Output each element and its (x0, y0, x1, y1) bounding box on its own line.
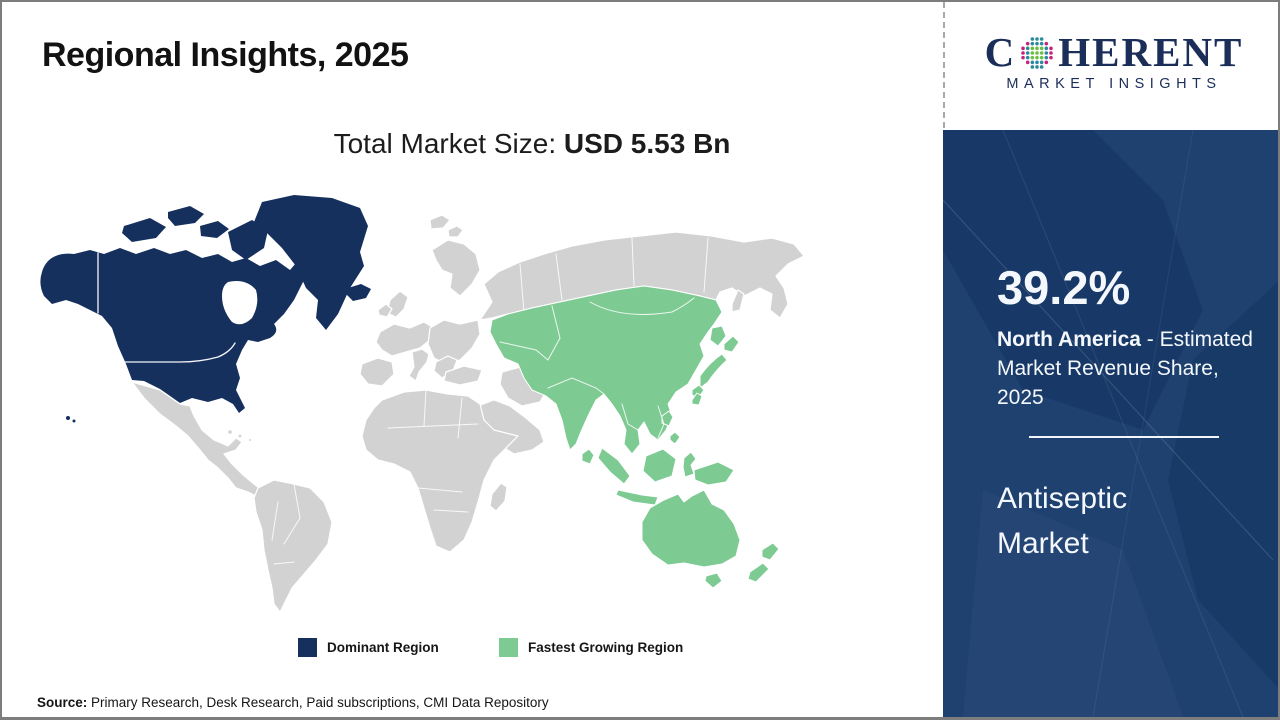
legend-swatch-dominant (298, 638, 317, 657)
logo-word-end: HERENT (1058, 29, 1244, 75)
sidebar: C HERENT MARKET INSIGHTS 39.2 (943, 2, 1278, 717)
region-rest-of-world (131, 214, 805, 613)
legend-label-fastest: Fastest Growing Region (528, 640, 684, 655)
market-name: Antiseptic Market (997, 482, 1128, 560)
panel-background-decoration (943, 130, 1278, 717)
logo-word-start: C (984, 29, 1017, 75)
market-share-region: North America (997, 328, 1141, 351)
logo-area: C HERENT MARKET INSIGHTS (943, 2, 1278, 130)
dotted-globe-icon (1021, 36, 1053, 69)
source-line: Source: Primary Research, Desk Research,… (37, 695, 549, 710)
total-market-size: Total Market Size: USD 5.53 Bn (122, 128, 942, 160)
world-map-svg (40, 195, 805, 613)
source-label: Source: (37, 695, 88, 710)
legend-label-dominant: Dominant Region (327, 640, 439, 655)
main-area: Regional Insights, 2025 Total Market Siz… (2, 2, 943, 717)
page-title: Regional Insights, 2025 (42, 36, 409, 74)
coherent-market-insights-logo: C HERENT MARKET INSIGHTS (969, 29, 1259, 93)
total-market-size-label: Total Market Size: (333, 128, 564, 159)
divider-rule (1028, 436, 1219, 438)
sidebar-panel: 39.2% North America - Estimated Market R… (943, 130, 1278, 717)
source-text: Primary Research, Desk Research, Paid su… (87, 695, 549, 710)
total-market-size-value: USD 5.53 Bn (563, 128, 731, 159)
world-map (32, 192, 822, 622)
legend-item-dominant: Dominant Region (298, 638, 439, 657)
legend-item-fastest: Fastest Growing Region (499, 638, 683, 657)
market-share-description: North America - Estimated Market Revenue… (997, 325, 1259, 412)
market-share-value: 39.2% (997, 261, 1131, 314)
region-asia-pacific (489, 285, 780, 589)
dashed-divider (943, 2, 945, 128)
region-north-america (40, 195, 371, 423)
logo-tagline: MARKET INSIGHTS (1006, 76, 1222, 92)
legend-swatch-fastest (499, 638, 518, 657)
market-share-desc-rest: - Estimated Market Revenue Share, 2025 (997, 328, 1253, 409)
